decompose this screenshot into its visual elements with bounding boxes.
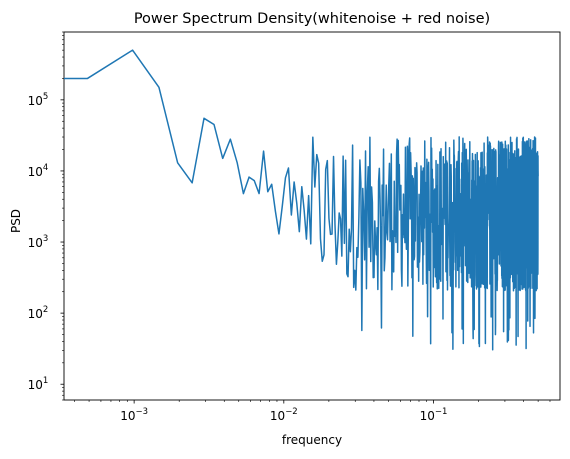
x-axis-label: frequency <box>282 433 342 447</box>
plot-area: 10−3 10−2 10−1 101 102 103 104 105 <box>28 31 561 423</box>
psd-series-line <box>64 49 539 351</box>
y-axis-label: PSD <box>9 209 23 233</box>
y-axis: 101 102 103 104 105 <box>28 31 64 401</box>
x-tick-label: 10−2 <box>270 407 298 423</box>
x-tick-label: 10−1 <box>420 407 448 423</box>
y-tick-label: 102 <box>28 305 49 321</box>
y-tick-label: 103 <box>28 234 49 250</box>
y-tick-label: 105 <box>28 92 49 108</box>
chart-title: Power Spectrum Density(whitenoise + red … <box>134 11 490 27</box>
axes-frame <box>63 31 561 401</box>
x-axis: 10−3 10−2 10−1 <box>74 400 551 423</box>
y-tick-label: 104 <box>28 163 49 179</box>
y-tick-label: 101 <box>28 376 49 392</box>
x-tick-label: 10−3 <box>120 407 148 423</box>
